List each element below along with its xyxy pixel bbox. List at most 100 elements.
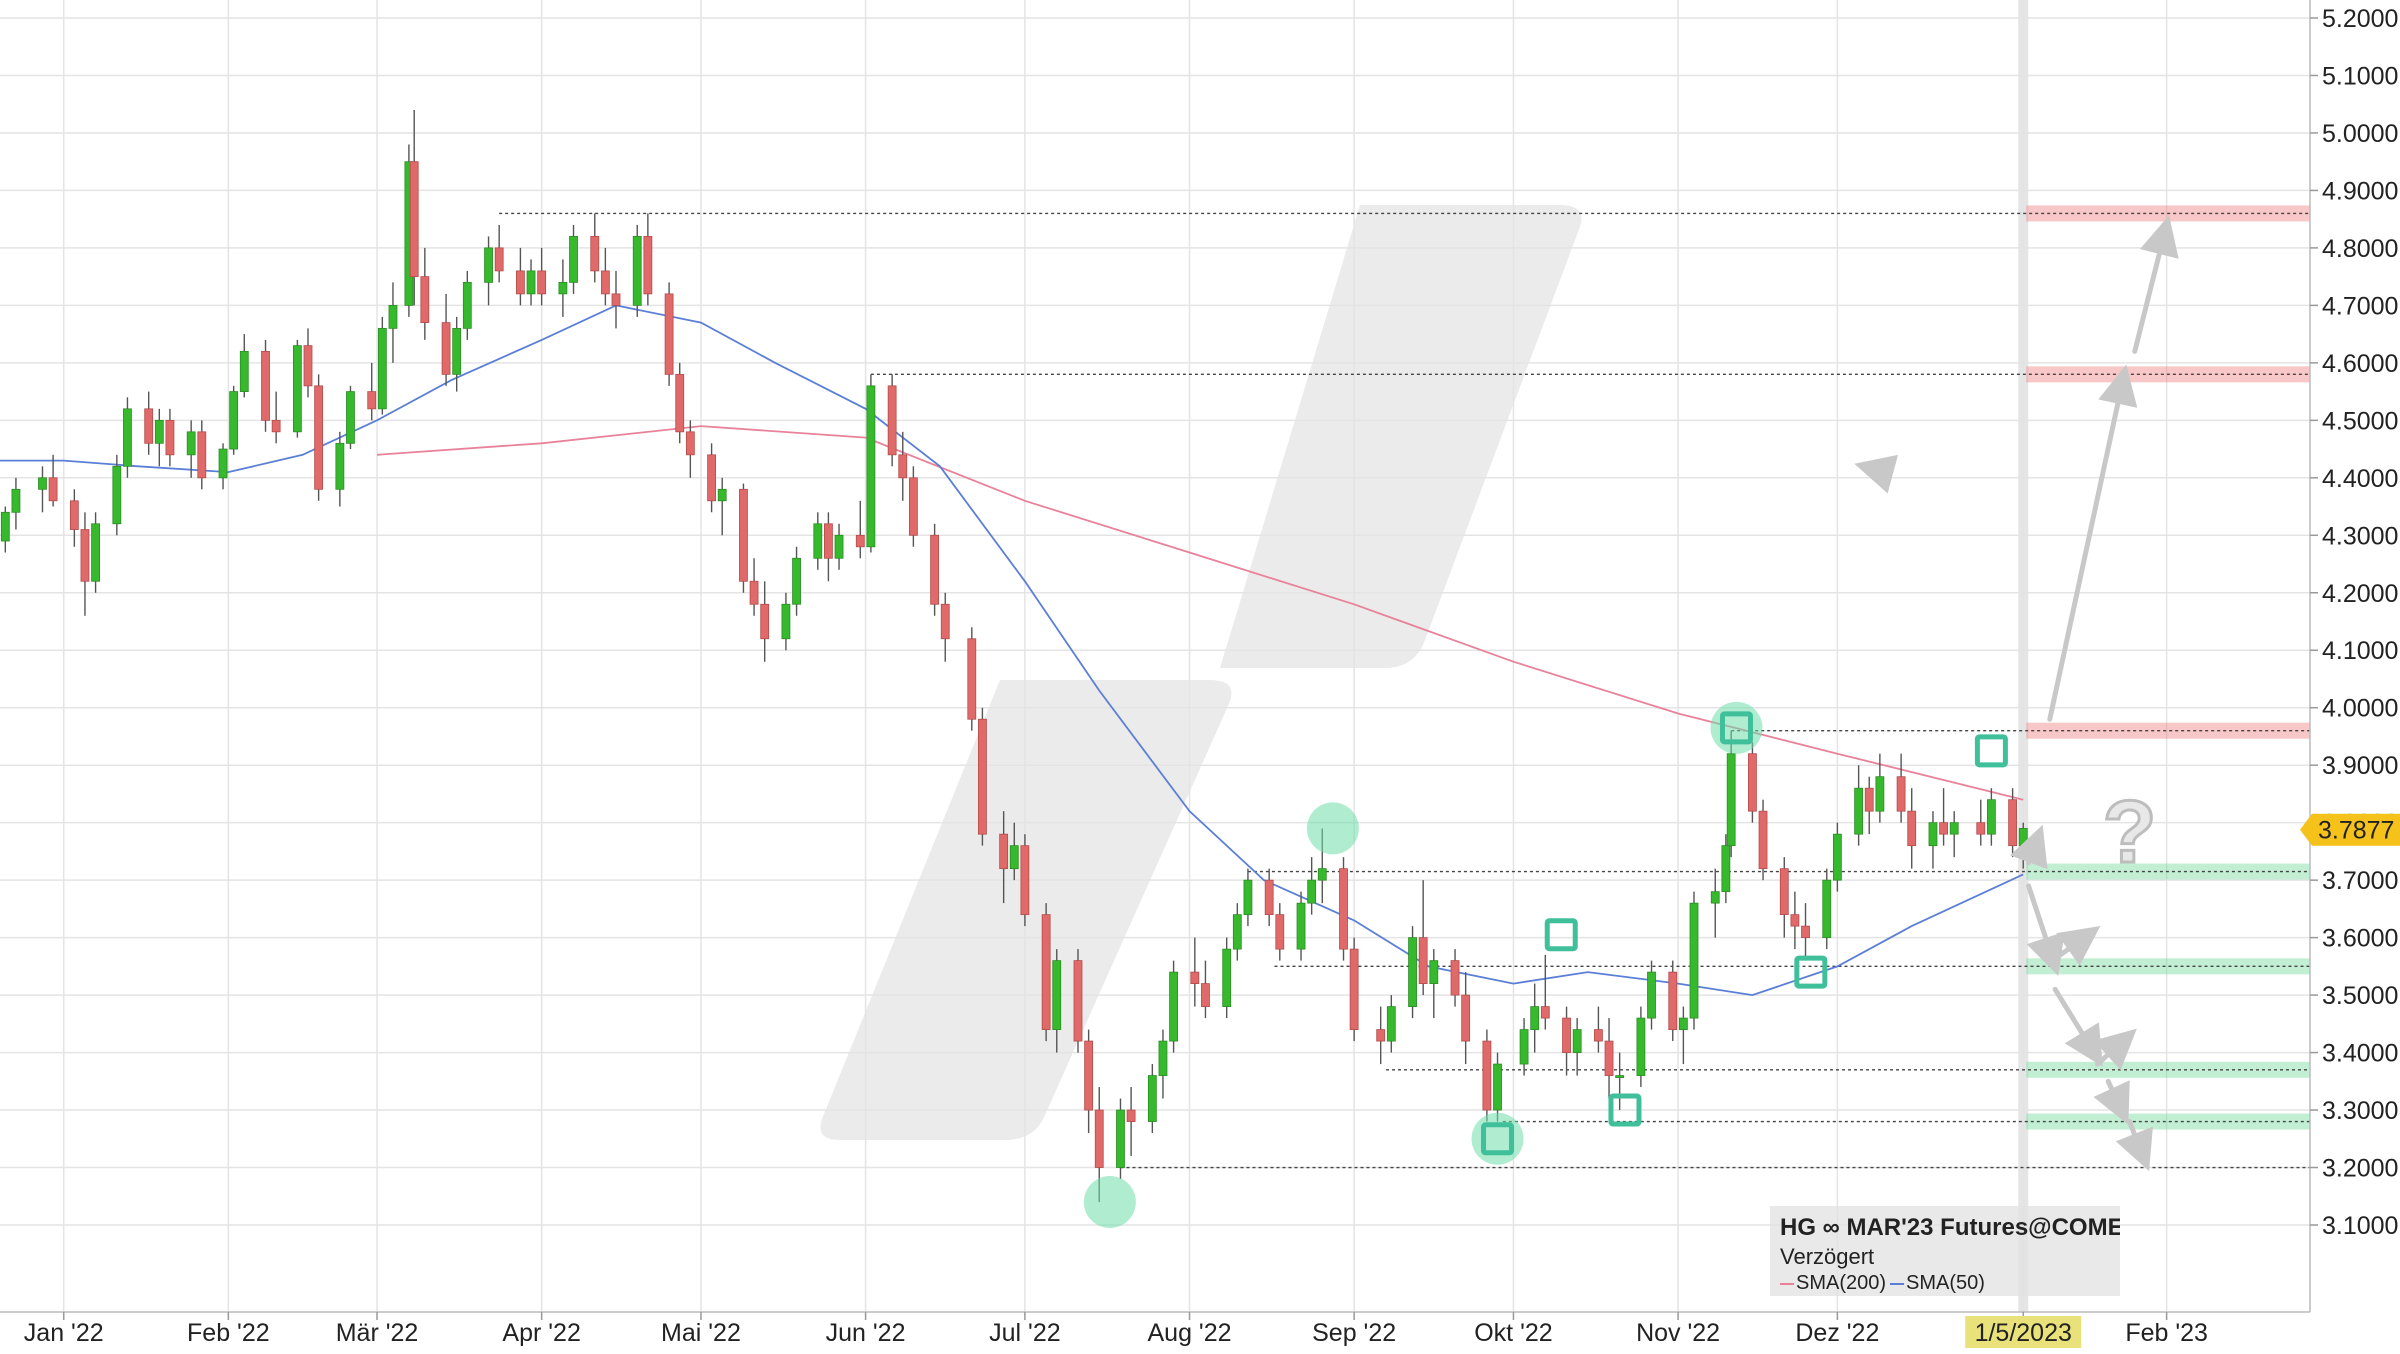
candle bbox=[1243, 868, 1253, 927]
candle-body-down bbox=[749, 580, 759, 605]
annotations: ? bbox=[1854, 215, 2179, 1172]
candle-body-up bbox=[2018, 828, 2028, 847]
candle-body-up bbox=[834, 534, 844, 559]
x-tick-label: Sep '22 bbox=[1312, 1319, 1396, 1347]
candle bbox=[1147, 1064, 1157, 1134]
candle-body-down bbox=[80, 529, 90, 582]
candle bbox=[1482, 1029, 1492, 1122]
candle-body-down bbox=[1594, 1029, 1603, 1042]
candle-body-down bbox=[675, 373, 685, 433]
annotation-arrow bbox=[2056, 926, 2101, 966]
candle bbox=[1307, 857, 1317, 915]
candle bbox=[1349, 937, 1359, 1042]
candle bbox=[1190, 937, 1200, 1007]
candle-body-up bbox=[1169, 971, 1178, 1042]
candle bbox=[186, 420, 196, 478]
candle bbox=[494, 224, 504, 283]
candle-body-up bbox=[462, 281, 472, 329]
candle bbox=[600, 247, 610, 306]
candle bbox=[898, 431, 908, 501]
candle bbox=[91, 512, 100, 593]
candle-body-up bbox=[1530, 1006, 1540, 1030]
candle-body-down bbox=[898, 454, 908, 479]
candle-body-down bbox=[1201, 983, 1210, 1007]
annotation-arrow bbox=[2132, 215, 2179, 354]
candle-body-up bbox=[388, 304, 398, 329]
candle-body-up bbox=[717, 488, 727, 502]
candle-body-up bbox=[1429, 960, 1439, 984]
sma200-swatch bbox=[1780, 1282, 1794, 1285]
marker-square bbox=[1719, 711, 1753, 745]
candle-body-down bbox=[69, 500, 79, 530]
marker-square bbox=[1974, 734, 2008, 768]
marker-circle bbox=[1083, 1176, 1136, 1229]
candle bbox=[664, 282, 674, 386]
annotation-arrow bbox=[1854, 454, 1899, 494]
y-tick-label: 4.7000 bbox=[2322, 292, 2398, 320]
y-tick-label: 3.9000 bbox=[2322, 752, 2398, 780]
candle bbox=[760, 581, 770, 662]
candle bbox=[1801, 903, 1810, 961]
candle-body-up bbox=[1386, 1006, 1396, 1042]
candle-body-up bbox=[229, 391, 239, 450]
candle-body-down bbox=[685, 431, 695, 456]
candle bbox=[1668, 960, 1678, 1042]
candle bbox=[834, 523, 844, 570]
candle-body-up bbox=[813, 523, 823, 559]
candle-body-up bbox=[1572, 1029, 1582, 1053]
candle-body-up bbox=[1636, 1017, 1646, 1076]
candle bbox=[1073, 949, 1083, 1053]
candle bbox=[1158, 1029, 1168, 1099]
candle bbox=[1758, 799, 1768, 881]
candle bbox=[813, 512, 823, 570]
x-tick-highlight bbox=[1965, 1316, 2082, 1348]
y-tick-label: 4.5000 bbox=[2322, 407, 2398, 435]
annotation-arrow bbox=[2026, 883, 2065, 976]
candle bbox=[1084, 1029, 1094, 1134]
candle bbox=[967, 627, 977, 731]
candle-body-down bbox=[1896, 776, 1906, 812]
candle bbox=[1020, 834, 1030, 927]
candle-body-up bbox=[335, 442, 345, 490]
candle bbox=[824, 512, 833, 582]
candle-body-up bbox=[154, 419, 164, 444]
candle bbox=[112, 454, 122, 536]
candle bbox=[1678, 1006, 1688, 1065]
candle-body-down bbox=[144, 408, 154, 444]
annotation-arrow bbox=[2115, 1119, 2153, 1172]
candle-body-down bbox=[409, 161, 419, 278]
candle bbox=[1636, 1006, 1646, 1088]
candle-body-up bbox=[186, 431, 196, 456]
candle bbox=[1540, 954, 1550, 1030]
x-tick-label: Mai '22 bbox=[661, 1319, 741, 1347]
candle-body-down bbox=[367, 391, 377, 410]
candle bbox=[537, 247, 547, 306]
candle-body-down bbox=[1907, 810, 1917, 847]
candle-body-up bbox=[1647, 971, 1656, 1019]
candle-body-down bbox=[611, 293, 621, 306]
candle bbox=[292, 339, 302, 438]
level-zone-resistance bbox=[2026, 722, 2310, 739]
candle bbox=[38, 466, 47, 513]
candle bbox=[1232, 903, 1242, 961]
candle-body-down bbox=[1758, 810, 1768, 870]
candle-body-down bbox=[1190, 971, 1200, 984]
candle-body-up bbox=[1832, 833, 1842, 881]
candle-body-down bbox=[1084, 1040, 1094, 1111]
candle-body-down bbox=[1450, 960, 1460, 996]
annotation-arrow bbox=[2093, 1028, 2137, 1071]
candle-body-down bbox=[1376, 1029, 1386, 1042]
candle bbox=[1562, 1006, 1571, 1076]
candle-body-down bbox=[1094, 1109, 1104, 1168]
candle-body-down bbox=[1482, 1040, 1492, 1111]
candle-body-down bbox=[643, 236, 653, 295]
candle bbox=[1201, 960, 1210, 1019]
candle bbox=[1615, 1052, 1625, 1111]
candle-body-up bbox=[1243, 879, 1253, 916]
y-tick-label: 5.0000 bbox=[2322, 120, 2398, 148]
x-tick-label: Jul '22 bbox=[989, 1319, 1060, 1347]
candle bbox=[452, 316, 462, 392]
candle bbox=[314, 374, 324, 501]
